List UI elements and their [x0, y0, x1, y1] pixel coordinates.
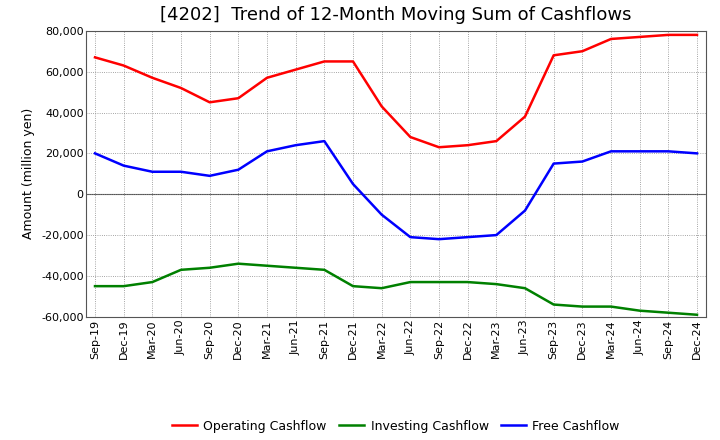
Investing Cashflow	[292, 265, 300, 271]
Investing Cashflow	[176, 267, 185, 272]
Operating Cashflow	[148, 75, 157, 81]
Investing Cashflow	[549, 302, 558, 307]
Investing Cashflow	[234, 261, 243, 266]
Operating Cashflow	[664, 32, 672, 37]
Free Cashflow	[148, 169, 157, 174]
Investing Cashflow	[320, 267, 328, 272]
Free Cashflow	[263, 149, 271, 154]
Operating Cashflow	[635, 34, 644, 40]
Operating Cashflow	[292, 67, 300, 72]
Investing Cashflow	[120, 283, 128, 289]
Free Cashflow	[348, 181, 357, 187]
Free Cashflow	[120, 163, 128, 168]
Free Cashflow	[635, 149, 644, 154]
Free Cashflow	[607, 149, 616, 154]
Investing Cashflow	[263, 263, 271, 268]
Operating Cashflow	[693, 32, 701, 37]
Investing Cashflow	[664, 310, 672, 315]
Operating Cashflow	[607, 37, 616, 42]
Investing Cashflow	[205, 265, 214, 271]
Legend: Operating Cashflow, Investing Cashflow, Free Cashflow: Operating Cashflow, Investing Cashflow, …	[167, 414, 625, 437]
Operating Cashflow	[549, 53, 558, 58]
Free Cashflow	[91, 151, 99, 156]
Line: Investing Cashflow: Investing Cashflow	[95, 264, 697, 315]
Operating Cashflow	[91, 55, 99, 60]
Operating Cashflow	[348, 59, 357, 64]
Free Cashflow	[406, 235, 415, 240]
Free Cashflow	[292, 143, 300, 148]
Operating Cashflow	[377, 104, 386, 109]
Operating Cashflow	[320, 59, 328, 64]
Free Cashflow	[205, 173, 214, 179]
Investing Cashflow	[578, 304, 587, 309]
Operating Cashflow	[435, 145, 444, 150]
Free Cashflow	[549, 161, 558, 166]
Line: Operating Cashflow: Operating Cashflow	[95, 35, 697, 147]
Free Cashflow	[693, 151, 701, 156]
Free Cashflow	[176, 169, 185, 174]
Investing Cashflow	[435, 279, 444, 285]
Operating Cashflow	[464, 143, 472, 148]
Free Cashflow	[377, 212, 386, 217]
Free Cashflow	[521, 208, 529, 213]
Investing Cashflow	[91, 283, 99, 289]
Investing Cashflow	[464, 279, 472, 285]
Investing Cashflow	[607, 304, 616, 309]
Investing Cashflow	[377, 286, 386, 291]
Operating Cashflow	[492, 139, 500, 144]
Investing Cashflow	[635, 308, 644, 313]
Investing Cashflow	[693, 312, 701, 317]
Investing Cashflow	[348, 283, 357, 289]
Operating Cashflow	[521, 114, 529, 119]
Operating Cashflow	[578, 48, 587, 54]
Investing Cashflow	[406, 279, 415, 285]
Investing Cashflow	[521, 286, 529, 291]
Free Cashflow	[578, 159, 587, 164]
Title: [4202]  Trend of 12-Month Moving Sum of Cashflows: [4202] Trend of 12-Month Moving Sum of C…	[161, 6, 631, 24]
Operating Cashflow	[263, 75, 271, 81]
Free Cashflow	[664, 149, 672, 154]
Investing Cashflow	[492, 282, 500, 287]
Operating Cashflow	[234, 95, 243, 101]
Investing Cashflow	[148, 279, 157, 285]
Line: Free Cashflow: Free Cashflow	[95, 141, 697, 239]
Free Cashflow	[464, 235, 472, 240]
Operating Cashflow	[120, 63, 128, 68]
Operating Cashflow	[205, 99, 214, 105]
Free Cashflow	[234, 167, 243, 172]
Y-axis label: Amount (million yen): Amount (million yen)	[22, 108, 35, 239]
Free Cashflow	[435, 237, 444, 242]
Operating Cashflow	[176, 85, 185, 91]
Free Cashflow	[320, 139, 328, 144]
Free Cashflow	[492, 232, 500, 238]
Operating Cashflow	[406, 134, 415, 139]
